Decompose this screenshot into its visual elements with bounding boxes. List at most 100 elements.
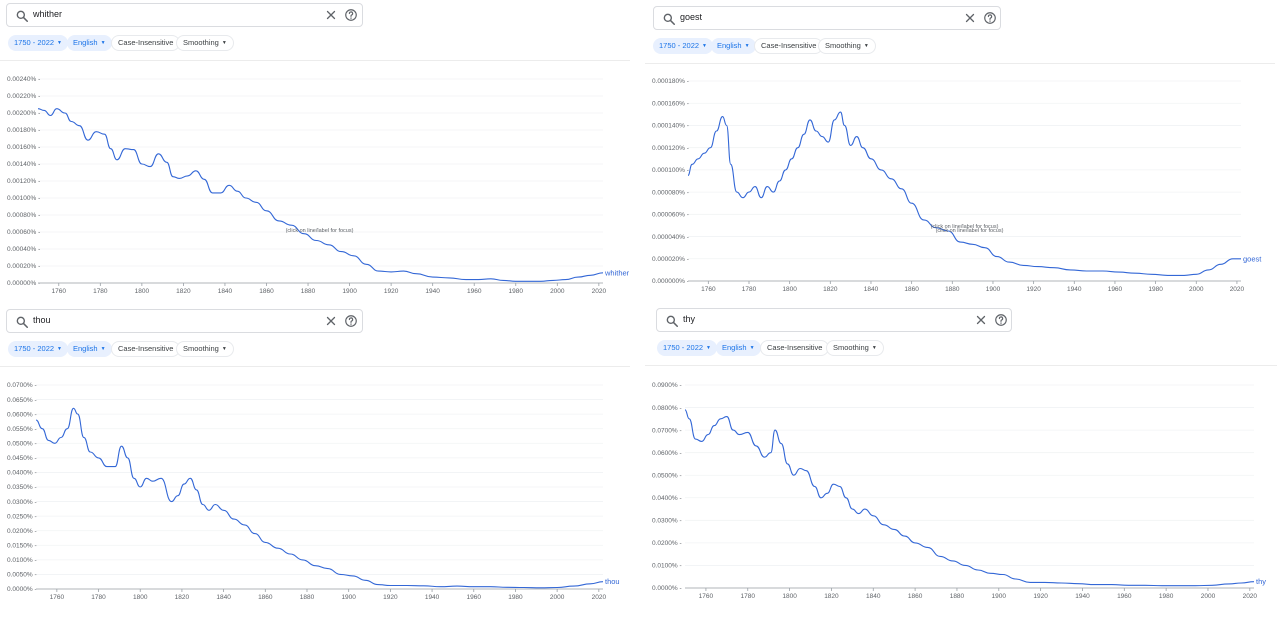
close-icon[interactable]: [975, 314, 987, 326]
series-line-thy[interactable]: [684, 409, 1255, 587]
x-tick-label: 1760: [699, 593, 714, 600]
y-tick-label: 0.0000% -: [652, 585, 682, 592]
caret-down-icon: ▼: [221, 346, 227, 352]
corpus-label: English: [73, 38, 98, 47]
x-tick-label: 1880: [300, 594, 315, 601]
x-tick-label: 1920: [1033, 593, 1048, 600]
year-range-label: 1750 - 2022: [14, 344, 55, 353]
filter-chips: 1750 - 2022 ▼ English ▼ Case-Insensitive S…: [653, 38, 953, 55]
x-tick-label: 1820: [824, 593, 839, 600]
corpus-dropdown[interactable]: English ▼: [716, 340, 761, 356]
x-tick-label: 1960: [467, 288, 482, 295]
series-line-goest[interactable]: [687, 111, 1241, 276]
year-range-dropdown[interactable]: 1750 - 2022 ▼: [657, 340, 717, 356]
caret-down-icon: ▼: [706, 345, 711, 351]
x-tick-label: 1800: [133, 594, 148, 601]
case-insensitive-label: Case-Insensitive: [118, 344, 174, 353]
series-line-thou[interactable]: [35, 407, 604, 589]
y-tick-label: 0.00240% -: [7, 76, 40, 83]
x-tick-label: 2020: [1230, 286, 1245, 293]
year-range-dropdown[interactable]: 1750 - 2022 ▼: [8, 341, 68, 357]
x-tick-label: 1800: [782, 286, 797, 293]
x-tick-label: 1900: [342, 288, 357, 295]
corpus-dropdown[interactable]: English ▼: [711, 38, 756, 54]
search-input[interactable]: thy: [683, 314, 696, 324]
focus-hint: (click on line/label for focus): [936, 228, 1004, 234]
series-label-whither[interactable]: whither: [604, 268, 630, 277]
case-insensitive-toggle[interactable]: Case-Insensitive: [111, 35, 181, 51]
x-tick-label: 1800: [135, 288, 150, 295]
series-line-whither[interactable]: [37, 108, 604, 282]
ngram-chart: 0.0700% - 0.0650% - 0.0600% - 0.0550% - 0.05…: [7, 228, 620, 601]
y-tick-label: 0.00080% -: [7, 212, 40, 219]
ngram-panel-thy: thy 1750 - 2022 ▼ English ▼ Case-Insensiti…: [645, 228, 1280, 628]
series-label-goest[interactable]: goest: [1243, 254, 1262, 263]
search-input[interactable]: thou: [33, 315, 51, 325]
y-tick-label: 0.0650% -: [7, 397, 37, 404]
y-tick-label: 0.0250% -: [7, 513, 37, 520]
close-icon[interactable]: [325, 9, 337, 21]
smoothing-dropdown[interactable]: Smoothing ▼: [176, 35, 234, 51]
y-tick-label: 0.000100% -: [652, 167, 689, 174]
y-tick-label: 0.000080% -: [652, 189, 689, 196]
x-tick-label: 1880: [950, 593, 965, 600]
search-box[interactable]: thou: [6, 309, 363, 333]
x-tick-label: 1980: [508, 594, 523, 601]
y-tick-label: 0.0300% -: [7, 499, 37, 506]
x-tick-label: 1840: [216, 594, 231, 601]
close-icon[interactable]: [325, 315, 337, 327]
caret-down-icon: ▼: [702, 43, 707, 49]
corpus-label: English: [722, 343, 747, 352]
series-label-thy[interactable]: thy: [1256, 577, 1266, 586]
year-range-label: 1750 - 2022: [14, 38, 55, 47]
y-tick-label: 0.00060% -: [7, 229, 40, 236]
search-box[interactable]: goest: [653, 6, 1001, 30]
y-tick-label: 0.000000% -: [652, 278, 689, 285]
y-tick-label: 0.000020% -: [652, 256, 689, 263]
help-circle-icon[interactable]: [994, 313, 1008, 327]
smoothing-dropdown[interactable]: Smoothing ▼: [818, 38, 876, 54]
x-tick-label: 1940: [425, 288, 440, 295]
y-tick-label: 0.0700% -: [7, 382, 37, 389]
y-tick-label: 0.0000% -: [7, 586, 37, 593]
help-circle-icon[interactable]: [344, 314, 358, 328]
y-tick-label: 0.0700% -: [652, 427, 682, 434]
search-input[interactable]: whither: [33, 9, 63, 19]
y-tick-label: 0.0450% -: [7, 455, 37, 462]
case-insensitive-label: Case-Insensitive: [118, 38, 174, 47]
series-label-thou[interactable]: thou: [605, 577, 620, 586]
corpus-label: English: [73, 344, 98, 353]
x-tick-label: 2000: [1201, 593, 1216, 600]
smoothing-dropdown[interactable]: Smoothing ▼: [176, 341, 234, 357]
case-insensitive-toggle[interactable]: Case-Insensitive: [754, 38, 824, 54]
smoothing-dropdown[interactable]: Smoothing ▼: [826, 340, 884, 356]
search-box[interactable]: thy: [656, 308, 1012, 332]
x-tick-label: 1780: [741, 593, 756, 600]
caret-down-icon: ▼: [221, 40, 227, 46]
x-tick-label: 1980: [1159, 593, 1174, 600]
search-input[interactable]: goest: [680, 12, 703, 22]
case-insensitive-toggle[interactable]: Case-Insensitive: [760, 340, 830, 356]
case-insensitive-toggle[interactable]: Case-Insensitive: [111, 341, 181, 357]
x-tick-label: 1820: [175, 594, 190, 601]
help-circle-icon[interactable]: [344, 8, 358, 22]
year-range-dropdown[interactable]: 1750 - 2022 ▼: [653, 38, 713, 54]
close-icon[interactable]: [964, 12, 976, 24]
search-icon: [16, 316, 29, 329]
y-tick-label: 0.0100% -: [7, 557, 37, 564]
y-tick-label: 0.00220% -: [7, 93, 40, 100]
corpus-dropdown[interactable]: English ▼: [67, 35, 112, 51]
year-range-dropdown[interactable]: 1750 - 2022 ▼: [8, 35, 68, 51]
corpus-dropdown[interactable]: English ▼: [67, 341, 112, 357]
x-tick-label: 1960: [1108, 286, 1123, 293]
search-icon: [666, 315, 679, 328]
search-box[interactable]: whither: [6, 3, 363, 27]
ngram-chart: 0.0900% - 0.0800% - 0.0700% - 0.0600% - 0.05…: [652, 228, 1266, 600]
y-tick-label: 0.00180% -: [7, 127, 40, 134]
x-tick-label: 1960: [467, 594, 482, 601]
year-range-label: 1750 - 2022: [663, 343, 704, 352]
case-insensitive-label: Case-Insensitive: [761, 41, 817, 50]
caret-down-icon: ▼: [863, 43, 869, 49]
y-tick-label: 0.0050% -: [7, 572, 37, 579]
help-circle-icon[interactable]: [983, 11, 997, 25]
